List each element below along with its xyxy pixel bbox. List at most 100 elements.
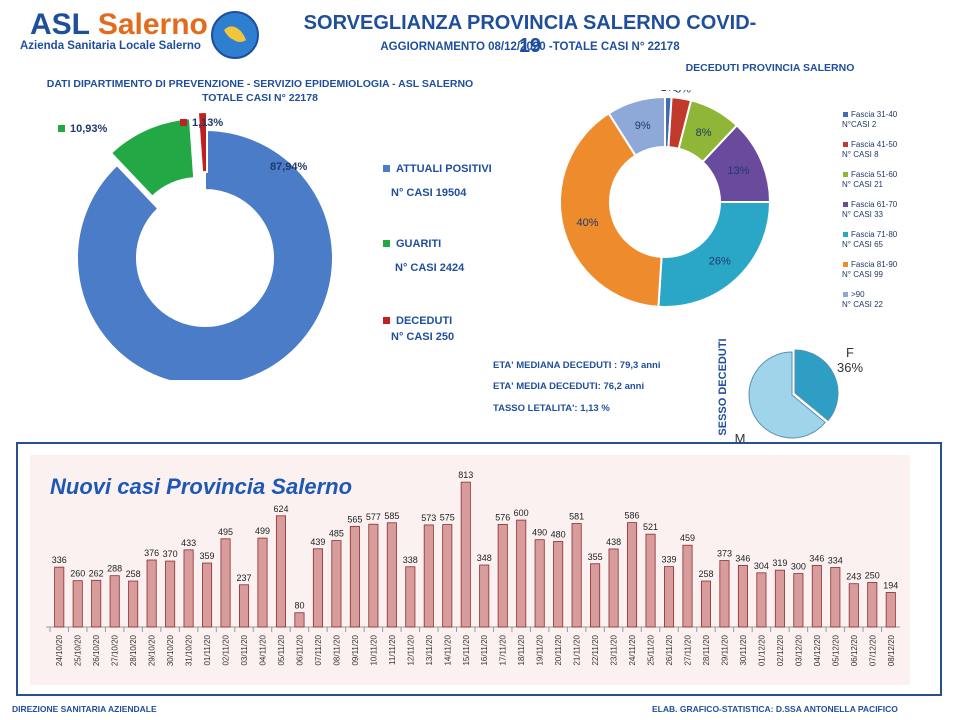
age-legend-label: >90: [851, 290, 865, 299]
bar-value-label: 339: [662, 555, 677, 565]
x-tick-label: 30/11/20: [739, 634, 748, 665]
legend-recovered: GUARITI N° CASI 2424: [383, 238, 464, 274]
bar-value-label: 300: [791, 562, 806, 572]
x-tick-label: 06/11/20: [295, 634, 304, 665]
sex-slice-f: [794, 349, 839, 422]
bar-13/11/20: [423, 524, 434, 628]
logo-globe-icon: [211, 11, 259, 59]
x-tick-label: 03/11/20: [240, 634, 249, 665]
x-tick-label: 30/10/20: [166, 634, 175, 666]
age-legend-label: Fascia 31-40: [851, 110, 898, 119]
bar-value-label: 373: [717, 549, 732, 559]
bar-06/11/20: [294, 612, 305, 628]
age-legend-swatch: [843, 172, 848, 177]
donut-label-deceduti: 1,13%: [192, 117, 223, 129]
bar-value-label: 304: [754, 561, 769, 571]
age-slice-label-fascia-51-60: 8%: [696, 127, 712, 139]
bar-value-label: 600: [514, 508, 529, 518]
age-legend-detail: N°CASI 2: [842, 120, 877, 129]
x-tick-label: 25/11/20: [647, 634, 656, 665]
legend-swatch-recovered: [383, 240, 390, 247]
bar-value-label: 439: [310, 537, 325, 547]
x-tick-label: 27/11/20: [684, 634, 693, 665]
bar-24/10/20: [54, 566, 65, 628]
logo-text-salerno: Salerno: [97, 8, 208, 41]
bar-value-label: 433: [181, 538, 196, 548]
age-legend-detail: N° CASI 22: [842, 300, 883, 309]
bar-04/11/20: [257, 537, 268, 628]
bar-value-label: 359: [200, 551, 215, 561]
x-tick-label: 01/11/20: [203, 634, 212, 665]
logo-title: ASL Salerno: [30, 10, 208, 40]
x-tick-label: 05/11/20: [277, 634, 286, 665]
legend-label-positive: ATTUALI POSITIVI: [396, 163, 492, 175]
bar-03/12/20: [793, 573, 804, 628]
age-legend-detail: N° CASI 99: [842, 270, 883, 279]
bar-value-label: 336: [52, 555, 67, 565]
age-legend-item-90: >90 N° CASI 22: [842, 290, 953, 310]
bar-value-label: 577: [366, 512, 381, 522]
bar-value-label: 370: [163, 549, 178, 559]
x-tick-label: 13/11/20: [425, 634, 434, 665]
stat-mean-age: ETA' MEDIA DECEDUTI: 76,2 anni: [493, 381, 645, 392]
new-cases-bar-chart: 336 24/10/20 260 25/10/20 262 26/10/20 288 27/1…: [30, 455, 910, 685]
bar-value-label: 573: [421, 513, 436, 523]
x-tick-label: 17/11/20: [499, 634, 508, 665]
x-tick-label: 24/11/20: [628, 634, 637, 665]
bar-value-label: 480: [551, 529, 566, 539]
age-slice-label-fascia-71-80: 26%: [709, 255, 731, 267]
age-legend-swatch: [843, 292, 848, 297]
x-tick-label: 28/10/20: [129, 634, 138, 666]
donut-label-swatch-deceduti: [180, 119, 187, 126]
bar-22/11/20: [590, 563, 601, 628]
footer-right: ELAB. GRAFICO-STATISTICA: D.SSA ANTONELL…: [652, 704, 898, 714]
age-slice-label-fascia-41-50: 3%: [675, 90, 691, 95]
age-legend-item-fascia-81-90: Fascia 81-90 N° CASI 99: [842, 260, 953, 280]
bar-29/11/20: [719, 560, 730, 628]
bar-value-label: 521: [643, 522, 658, 532]
sex-slice-label-f: 36%: [837, 360, 863, 375]
bar-value-label: 243: [846, 572, 861, 582]
bar-value-label: 338: [403, 555, 418, 565]
donut-label-guariti: 10,93%: [70, 123, 108, 135]
bar-chart-title: Nuovi casi Provincia Salerno: [50, 474, 353, 499]
left-panel-heading: DATI DIPARTIMENTO DI PREVENZIONE - SERVI…: [46, 78, 474, 90]
age-legend-swatch: [843, 142, 848, 147]
x-tick-label: 05/12/20: [831, 634, 840, 666]
age-legend-label: Fascia 51-60: [851, 170, 898, 179]
deaths-age-donut-chart: 1%3% 8% 13% 26% 40% 9%: [559, 90, 772, 308]
bar-value-label: 576: [495, 512, 510, 522]
donut-slice-attuali-positivi: [76, 128, 334, 380]
x-tick-label: 26/10/20: [92, 634, 101, 666]
x-tick-label: 06/12/20: [850, 634, 859, 666]
legend-label-deceased: DECEDUTI: [396, 315, 453, 327]
bar-02/11/20: [220, 538, 231, 628]
bar-09/11/20: [349, 525, 360, 628]
bar-value-label: 581: [569, 511, 584, 521]
bar-value-label: 258: [126, 569, 141, 579]
x-tick-label: 08/12/20: [887, 634, 896, 666]
stat-median-age: ETA' MEDIANA DECEDUTI : 79,3 anni: [493, 360, 661, 371]
x-tick-label: 02/12/20: [776, 634, 785, 666]
bar-value-label: 355: [588, 552, 603, 562]
bar-value-label: 490: [532, 528, 547, 538]
bar-26/10/20: [91, 579, 102, 628]
age-legend-item-fascia-31-40: Fascia 31-40 N°CASI 2: [842, 110, 953, 130]
x-tick-label: 12/11/20: [406, 634, 415, 665]
age-legend-swatch: [843, 232, 848, 237]
age-slice-label-90: 9%: [635, 120, 651, 132]
donut-label-swatch-guariti: [58, 125, 65, 132]
donut-slice-deceduti: [196, 110, 208, 174]
sex-pie-chart: SESSO DECEDUTI F36%M64%: [717, 338, 863, 450]
logo-text-asl: ASL: [30, 8, 90, 41]
age-slice-fascia-71-80: [657, 201, 772, 308]
bar-27/10/20: [109, 575, 120, 628]
x-tick-label: 04/12/20: [813, 634, 822, 666]
cases-donut-chart: 87,94% 10,93% 1,13%: [58, 110, 334, 380]
x-tick-label: 15/11/20: [462, 634, 471, 665]
x-tick-label: 20/11/20: [554, 634, 563, 665]
age-legend-swatch: [843, 112, 848, 117]
bar-19/11/20: [534, 539, 545, 628]
bar-value-label: 288: [107, 564, 122, 574]
bar-value-label: 319: [772, 558, 787, 568]
